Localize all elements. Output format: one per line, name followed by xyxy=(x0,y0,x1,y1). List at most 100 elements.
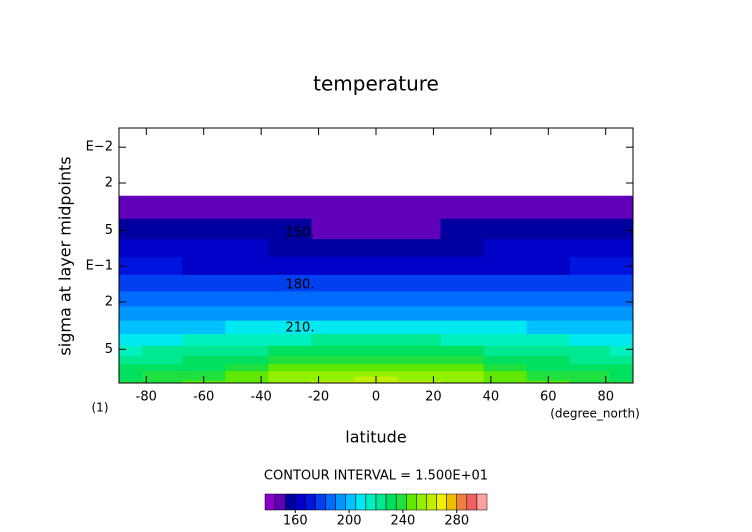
contour-cell xyxy=(225,345,269,357)
contour-cell xyxy=(397,195,442,220)
contour-cell xyxy=(182,334,226,347)
contour-cell xyxy=(609,320,634,335)
contour-cell xyxy=(569,364,611,372)
contour-interval: CONTOUR INTERVAL = 1.500E+01 xyxy=(264,469,488,484)
contour-cell xyxy=(440,376,485,382)
contour-cell xyxy=(119,364,143,372)
colorbar-bin xyxy=(345,493,357,511)
contour-cell xyxy=(182,371,226,378)
contour-cell xyxy=(397,306,442,322)
contour-cell xyxy=(119,355,143,365)
contour-cell xyxy=(354,364,399,372)
contour-cell xyxy=(268,218,312,240)
contour-cell xyxy=(182,345,226,357)
field xyxy=(119,195,634,384)
contour-cell xyxy=(609,291,634,307)
contour-cell xyxy=(119,218,143,240)
contour-cell xyxy=(569,371,611,378)
contour-cell xyxy=(609,274,634,292)
contour-cell xyxy=(569,218,611,240)
contour-cell xyxy=(569,345,611,357)
contour-cell xyxy=(142,320,183,335)
contour-cell xyxy=(311,371,355,378)
colorbar-bin xyxy=(395,493,407,511)
contour-cell xyxy=(225,380,269,384)
x-axis-label: latitude xyxy=(345,428,406,447)
contour-label: 150. xyxy=(286,226,315,241)
contour-cell xyxy=(182,355,226,365)
contour-cell xyxy=(142,291,183,307)
contour-cell xyxy=(440,291,485,307)
contour-cell xyxy=(483,291,528,307)
colorbar-bin xyxy=(476,493,488,511)
contour-cell xyxy=(142,355,183,365)
contour-cell xyxy=(609,334,634,347)
contour-cell xyxy=(483,334,528,347)
contour-cell xyxy=(526,364,571,372)
contour-cell xyxy=(526,195,571,220)
contour-cell xyxy=(354,239,399,258)
colorbar-bin xyxy=(416,493,427,511)
contour-cell xyxy=(609,256,634,276)
contour-cell xyxy=(397,380,442,384)
contour-cell xyxy=(142,345,183,357)
contour-cell xyxy=(526,218,571,240)
contour-cell xyxy=(569,355,611,365)
contour-cell xyxy=(354,195,399,220)
contour-cell xyxy=(397,345,442,357)
contour-cell xyxy=(182,306,226,322)
contour-cell xyxy=(440,218,485,240)
contour-cell xyxy=(526,320,571,335)
contour-cell xyxy=(268,320,312,335)
contour-cell xyxy=(526,371,571,378)
colorbar-bin xyxy=(264,493,276,511)
colorbar-bin xyxy=(426,493,437,511)
contour-cell xyxy=(311,239,355,258)
colorbar-bin xyxy=(355,493,367,511)
contour-cell xyxy=(311,376,355,382)
contour-cell xyxy=(311,364,355,372)
contour-label: 210. xyxy=(286,321,315,336)
contour-cell xyxy=(397,334,442,347)
contour-cell xyxy=(609,239,634,258)
contour-cell xyxy=(225,218,269,240)
contour-cell xyxy=(440,364,485,372)
contour-cell xyxy=(569,291,611,307)
colorbar-bin xyxy=(274,493,286,511)
contour-cell xyxy=(354,345,399,357)
contour-cell xyxy=(609,306,634,322)
colorbar-bin xyxy=(446,493,457,511)
contour-cell xyxy=(182,291,226,307)
colorbar-bin xyxy=(315,493,326,511)
contour-cell xyxy=(268,371,312,378)
contour-cell xyxy=(483,380,528,384)
contour-cell xyxy=(397,274,442,292)
contour-cell xyxy=(354,371,399,378)
contour-cell xyxy=(119,195,143,220)
contour-cell xyxy=(182,256,226,276)
contour-cell xyxy=(609,364,634,372)
contour-cell xyxy=(609,345,634,357)
contour-cell xyxy=(119,376,143,382)
contour-cell xyxy=(526,306,571,322)
contour-cell xyxy=(440,274,485,292)
contour-cell xyxy=(397,371,442,378)
contour-cell xyxy=(354,306,399,322)
contour-cell xyxy=(119,345,143,357)
contour-cell xyxy=(119,306,143,322)
colorbar-tick-label: 280 xyxy=(444,514,469,529)
contour-cell xyxy=(142,239,183,258)
contour-cell xyxy=(569,239,611,258)
contour-label: 180. xyxy=(286,278,315,293)
contour-cell xyxy=(569,274,611,292)
corner-label: (1) xyxy=(92,401,109,415)
contour-cell xyxy=(609,195,634,220)
colorbar-bin xyxy=(365,493,377,511)
contour-cell xyxy=(440,334,485,347)
contour-cell xyxy=(483,218,528,240)
colorbar-tick-label: 240 xyxy=(390,514,415,529)
contour-cell xyxy=(354,218,399,240)
x-unit-label: (degree_north) xyxy=(550,407,640,421)
contour-cell xyxy=(354,256,399,276)
